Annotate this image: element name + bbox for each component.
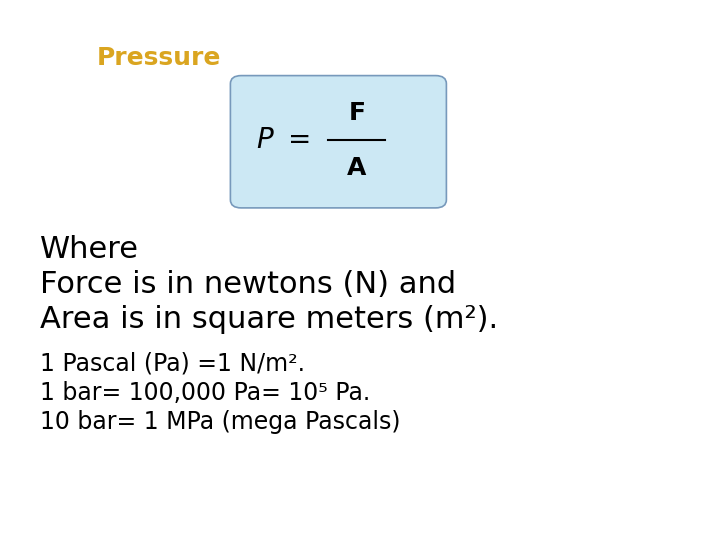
- Text: 1 bar= 100,000 Pa= 10⁵ Pa.: 1 bar= 100,000 Pa= 10⁵ Pa.: [40, 381, 370, 404]
- Text: $\mathbf{F}$: $\mathbf{F}$: [348, 102, 365, 125]
- Text: $\mathbf{A}$: $\mathbf{A}$: [346, 156, 367, 179]
- Text: $\mathit{P}\ =$: $\mathit{P}\ =$: [256, 126, 309, 154]
- Text: Where: Where: [40, 235, 138, 264]
- Text: 10 bar= 1 MPa (mega Pascals): 10 bar= 1 MPa (mega Pascals): [40, 410, 400, 434]
- Text: 1 Pascal (Pa) =1 N/m².: 1 Pascal (Pa) =1 N/m².: [40, 351, 305, 375]
- Text: Force is in newtons (N) and: Force is in newtons (N) and: [40, 270, 456, 299]
- Text: Pressure: Pressure: [97, 46, 222, 70]
- FancyBboxPatch shape: [230, 76, 446, 208]
- Text: Area is in square meters (m²).: Area is in square meters (m²).: [40, 305, 498, 334]
